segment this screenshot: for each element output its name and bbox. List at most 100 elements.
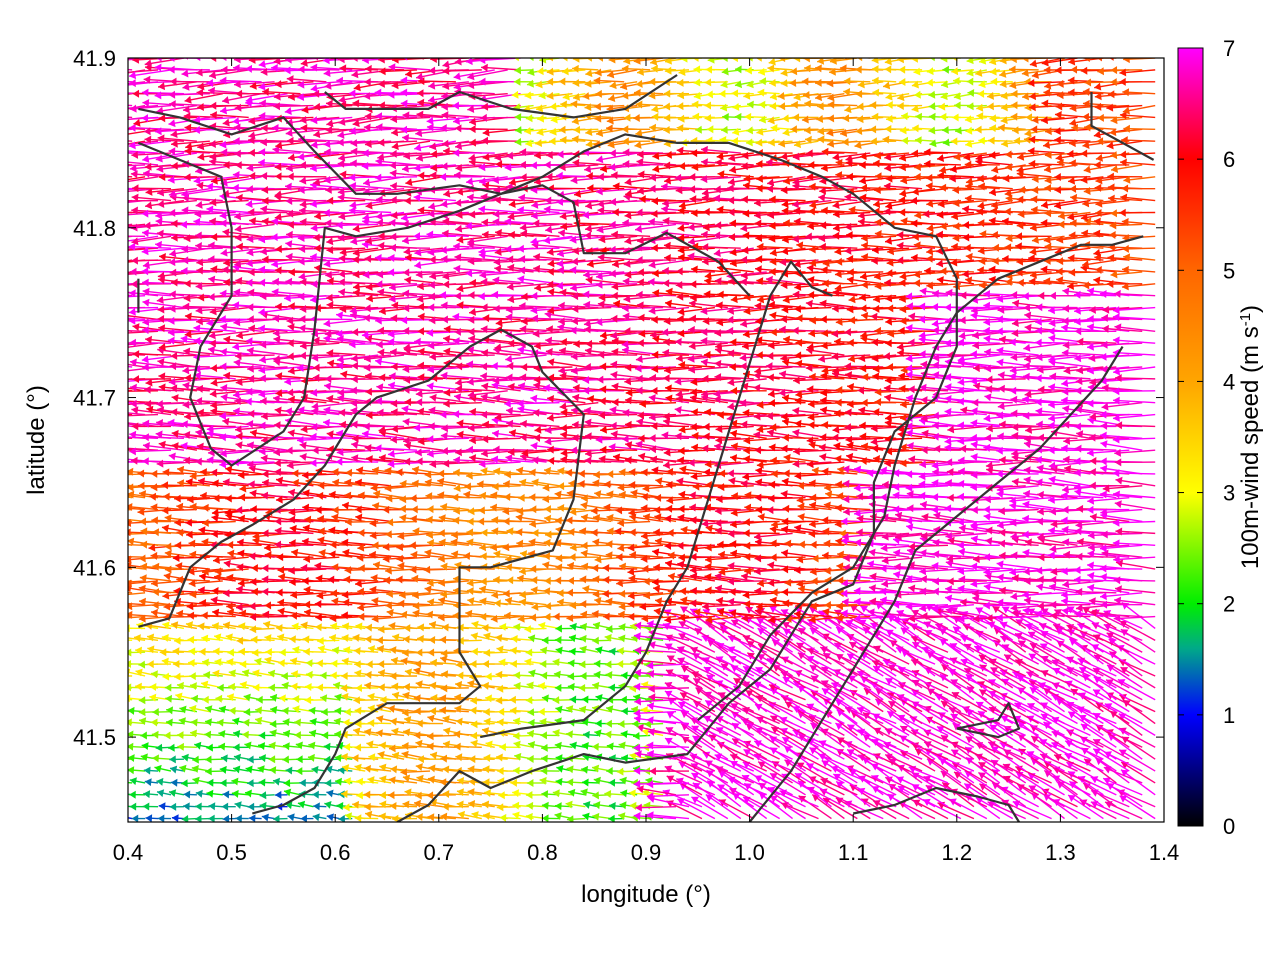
- wind-arrow: [388, 744, 418, 753]
- wind-arrow: [177, 742, 197, 751]
- wind-arrow: [679, 782, 716, 808]
- wind-arrow: [295, 741, 314, 750]
- wind-arrow: [128, 758, 133, 760]
- wind-arrow: [566, 815, 586, 822]
- wind-arrow: [128, 817, 133, 820]
- wind-arrow: [634, 750, 677, 760]
- wind-arrow: [247, 802, 262, 811]
- wind-arrow: [1003, 725, 1040, 748]
- wind-arrow: [169, 765, 185, 774]
- wind-arrow: [389, 802, 418, 811]
- wind-arrow: [818, 753, 858, 772]
- wind-arrow: [568, 788, 586, 797]
- wind-arrow: [468, 755, 495, 764]
- wind-arrow: [482, 800, 508, 809]
- wind-arrow: [835, 780, 871, 808]
- wind-arrow: [128, 754, 146, 763]
- wind-arrow: [204, 730, 223, 739]
- wind-arrow: [794, 772, 832, 796]
- wind-arrow: [592, 812, 612, 821]
- wind-arrow: [183, 790, 197, 799]
- wind-arrow: [234, 801, 249, 810]
- wind-arrow: [364, 802, 392, 811]
- wind-arrow: [356, 777, 379, 786]
- wind-arrow: [377, 750, 405, 760]
- wind-arrow: [483, 753, 508, 762]
- wind-arrow: [379, 741, 405, 750]
- wind-arrow: [242, 730, 262, 739]
- wind-arrow: [847, 724, 884, 748]
- wind-arrow: [269, 729, 288, 738]
- wind-arrow: [541, 754, 560, 763]
- wind-arrow: [171, 814, 184, 822]
- wind-arrow: [1068, 780, 1104, 808]
- wind-arrow: [222, 814, 236, 822]
- wind-arrow: [258, 731, 275, 740]
- wind-arrow: [235, 814, 249, 822]
- wind-arrow: [1118, 749, 1156, 772]
- wind-arrow: [526, 779, 547, 788]
- wind-arrow: [258, 778, 275, 787]
- wind-arrow: [218, 742, 236, 751]
- wind-arrow: [677, 798, 716, 820]
- wind-arrow: [1028, 785, 1065, 808]
- wind-arrow: [1120, 769, 1156, 796]
- wind-arrow: [429, 798, 457, 808]
- wind-arrow: [341, 730, 366, 739]
- wind-arrow: [495, 753, 521, 762]
- wind-arrow: [294, 731, 314, 740]
- wind-arrow: [259, 791, 275, 800]
- wind-arrow: [832, 773, 871, 796]
- wind-arrow: [467, 765, 495, 774]
- wind-arrow: [1002, 763, 1039, 784]
- wind-arrow: [757, 761, 793, 784]
- wind-arrow: [354, 743, 379, 752]
- wind-arrow: [681, 736, 716, 760]
- wind-arrow: [128, 805, 133, 808]
- wind-arrow: [566, 765, 586, 774]
- wind-arrow: [664, 737, 703, 760]
- wind-arrow: [233, 765, 249, 774]
- wind-arrow: [206, 743, 223, 752]
- wind-arrow: [401, 741, 431, 750]
- wind-arrow: [194, 741, 210, 750]
- wind-arrow: [830, 765, 871, 784]
- wind-arrow: [649, 767, 689, 776]
- wind-arrow: [770, 726, 806, 748]
- wind-arrow: [417, 755, 443, 764]
- wind-arrow: [341, 764, 366, 772]
- wind-arrow: [296, 755, 314, 764]
- wind-arrow: [181, 779, 197, 788]
- wind-arrow: [978, 771, 1014, 796]
- wind-arrow: [182, 802, 197, 811]
- wind-arrow: [646, 792, 690, 801]
- wind-arrow: [247, 779, 262, 788]
- wind-arrow: [128, 766, 146, 775]
- wind-arrow: [141, 742, 159, 751]
- wind-arrow: [731, 738, 768, 760]
- wind-arrow: [717, 784, 755, 808]
- wind-arrow: [991, 781, 1027, 808]
- wind-arrow: [364, 764, 392, 773]
- wind-arrow: [1066, 761, 1104, 784]
- wind-arrow: [836, 736, 871, 760]
- wind-arrow: [336, 801, 353, 810]
- wind-arrow: [569, 741, 586, 750]
- wind-arrow: [129, 802, 146, 811]
- wind-arrow: [272, 814, 288, 822]
- wind-arrow: [222, 790, 236, 799]
- wind-arrow: [143, 790, 159, 799]
- wind-arrow: [145, 814, 159, 822]
- wind-arrow: [691, 796, 729, 820]
- wind-arrow: [154, 764, 172, 773]
- wind-arrow: [593, 801, 612, 810]
- wind-arrow: [388, 776, 418, 785]
- wind-arrow: [131, 814, 146, 822]
- wind-arrow: [219, 765, 236, 774]
- wind-arrow: [604, 789, 625, 798]
- wind-arrow: [769, 772, 806, 796]
- wind-arrow: [152, 754, 172, 763]
- wind-arrow: [439, 778, 469, 787]
- wind-arrow: [169, 755, 184, 764]
